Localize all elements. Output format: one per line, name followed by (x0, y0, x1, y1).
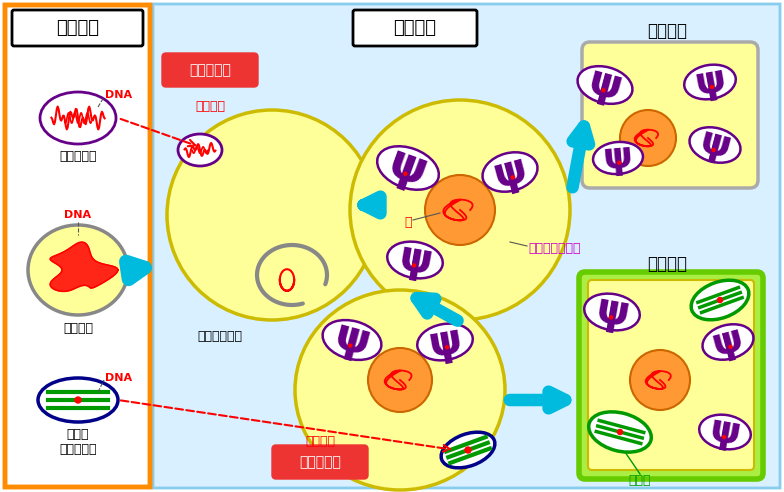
Text: ψ: ψ (425, 318, 465, 366)
Text: 真核生物: 真核生物 (394, 19, 437, 37)
Ellipse shape (322, 320, 381, 360)
Text: DNA: DNA (105, 90, 132, 100)
Ellipse shape (167, 110, 377, 320)
Circle shape (445, 346, 448, 349)
Ellipse shape (584, 294, 640, 331)
Text: ψ: ψ (695, 123, 735, 167)
Ellipse shape (295, 290, 505, 490)
Ellipse shape (417, 324, 473, 360)
Text: 食作用？: 食作用？ (305, 435, 335, 448)
Text: 細胞内共生: 細胞内共生 (299, 455, 341, 469)
Ellipse shape (578, 66, 633, 104)
Circle shape (712, 149, 715, 152)
Ellipse shape (589, 412, 652, 452)
Ellipse shape (425, 175, 495, 245)
Ellipse shape (441, 432, 495, 468)
Circle shape (75, 397, 81, 403)
FancyBboxPatch shape (588, 280, 754, 470)
Circle shape (717, 298, 723, 303)
Text: ミトコンドリア: ミトコンドリア (528, 242, 580, 254)
Ellipse shape (689, 127, 741, 163)
Text: DNA: DNA (105, 373, 132, 383)
FancyBboxPatch shape (12, 10, 143, 46)
Text: ψ: ψ (592, 288, 632, 336)
Circle shape (412, 264, 416, 267)
Text: 食作用？: 食作用？ (195, 100, 225, 113)
Text: 宿主細胞: 宿主細胞 (63, 322, 93, 335)
Text: 動物細胞: 動物細胞 (647, 22, 687, 40)
Ellipse shape (593, 142, 643, 174)
Ellipse shape (691, 280, 749, 320)
Text: ψ: ψ (488, 148, 532, 197)
Circle shape (465, 447, 471, 453)
Polygon shape (50, 242, 118, 291)
Ellipse shape (368, 348, 432, 412)
Text: ψ: ψ (329, 314, 375, 366)
Text: ψ: ψ (706, 411, 743, 454)
Ellipse shape (387, 242, 443, 278)
Circle shape (618, 430, 622, 434)
Text: 好気性細菌: 好気性細菌 (60, 150, 96, 163)
Ellipse shape (630, 350, 690, 410)
Circle shape (723, 435, 726, 438)
Text: ψ: ψ (583, 61, 626, 110)
FancyBboxPatch shape (5, 5, 150, 487)
Circle shape (729, 345, 732, 348)
Ellipse shape (350, 100, 570, 320)
Text: 核: 核 (405, 215, 412, 228)
Text: ψ: ψ (691, 61, 728, 103)
Ellipse shape (482, 152, 538, 192)
Ellipse shape (684, 64, 735, 99)
Ellipse shape (40, 92, 116, 144)
Text: 葉緑体: 葉緑体 (629, 474, 652, 487)
Text: ψ: ψ (601, 139, 634, 177)
Text: ψ: ψ (395, 237, 435, 283)
Text: 植物細胞: 植物細胞 (647, 255, 687, 273)
Text: ψ: ψ (708, 320, 748, 365)
FancyBboxPatch shape (353, 10, 477, 46)
Text: DNA: DNA (64, 210, 92, 220)
Circle shape (710, 86, 713, 89)
Text: 細胞内共生: 細胞内共生 (189, 63, 231, 77)
Circle shape (404, 172, 407, 175)
FancyBboxPatch shape (153, 4, 780, 488)
Circle shape (618, 161, 621, 164)
Circle shape (602, 89, 605, 92)
Ellipse shape (178, 134, 222, 166)
Ellipse shape (702, 324, 753, 360)
FancyBboxPatch shape (162, 53, 258, 87)
FancyBboxPatch shape (272, 445, 368, 479)
Text: 原核生物: 原核生物 (56, 19, 100, 37)
Ellipse shape (38, 378, 118, 422)
FancyBboxPatch shape (582, 42, 758, 188)
FancyBboxPatch shape (579, 272, 763, 479)
Ellipse shape (28, 225, 128, 315)
Text: ψ: ψ (382, 139, 434, 197)
Ellipse shape (377, 146, 439, 190)
Circle shape (610, 316, 612, 319)
Circle shape (349, 344, 352, 347)
Circle shape (511, 176, 514, 179)
Text: 細胞膜の陥入: 細胞膜の陥入 (198, 330, 242, 343)
Text: シアノ
バクテリア: シアノ バクテリア (60, 428, 96, 456)
Ellipse shape (699, 415, 751, 449)
Ellipse shape (620, 110, 676, 166)
